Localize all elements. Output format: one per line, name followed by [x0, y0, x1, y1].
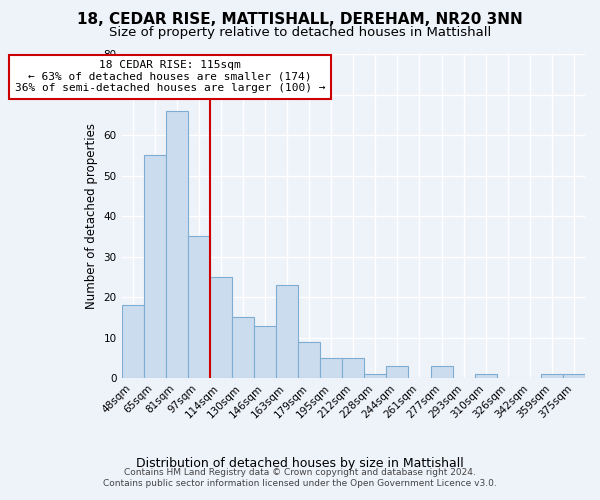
Text: 18, CEDAR RISE, MATTISHALL, DEREHAM, NR20 3NN: 18, CEDAR RISE, MATTISHALL, DEREHAM, NR2…	[77, 12, 523, 28]
Bar	[143, 156, 166, 378]
Text: Contains HM Land Registry data © Crown copyright and database right 2024.
Contai: Contains HM Land Registry data © Crown c…	[103, 468, 497, 487]
Bar	[431, 366, 452, 378]
Bar	[298, 342, 320, 378]
Bar	[342, 358, 364, 378]
Text: 18 CEDAR RISE: 115sqm
← 63% of detached houses are smaller (174)
36% of semi-det: 18 CEDAR RISE: 115sqm ← 63% of detached …	[15, 60, 325, 94]
Bar	[541, 374, 563, 378]
Bar	[475, 374, 497, 378]
Bar	[122, 306, 143, 378]
Bar	[320, 358, 342, 378]
Text: Size of property relative to detached houses in Mattishall: Size of property relative to detached ho…	[109, 26, 491, 39]
Bar	[188, 236, 210, 378]
Bar	[386, 366, 409, 378]
Bar	[166, 110, 188, 378]
Bar	[276, 285, 298, 378]
Bar	[210, 277, 232, 378]
Bar	[254, 326, 276, 378]
Y-axis label: Number of detached properties: Number of detached properties	[85, 123, 98, 309]
Bar	[232, 318, 254, 378]
Bar	[364, 374, 386, 378]
Bar	[563, 374, 585, 378]
Text: Distribution of detached houses by size in Mattishall: Distribution of detached houses by size …	[136, 458, 464, 470]
